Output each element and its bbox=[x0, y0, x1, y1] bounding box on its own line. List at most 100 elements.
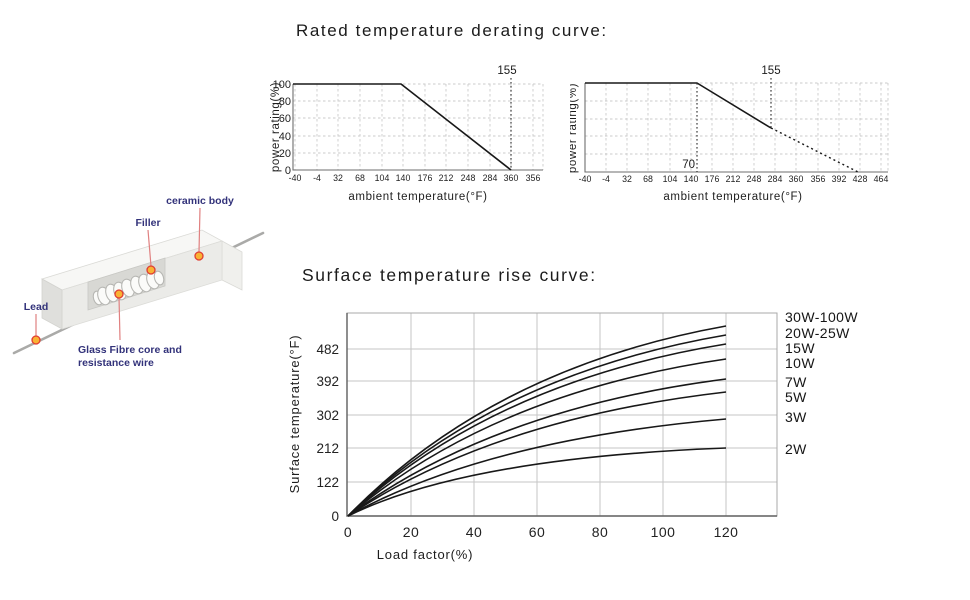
curve-5W bbox=[347, 391, 727, 517]
tick-label: 32 bbox=[622, 174, 632, 184]
tick-label: 392 bbox=[316, 374, 339, 389]
chart3-curves bbox=[347, 325, 727, 517]
tick-label: 0 bbox=[285, 165, 291, 177]
label-core-line2: resistance wire bbox=[78, 357, 154, 369]
tick-label: 80 bbox=[592, 524, 609, 540]
lead-marker bbox=[31, 335, 41, 345]
derating-chart-standard: 155 100 80 60 40 20 0 -40 -4 32 68 104 1… bbox=[270, 65, 544, 203]
curve-20W-25W bbox=[347, 334, 727, 517]
tick-label: 68 bbox=[643, 174, 653, 184]
tick-label: 360 bbox=[789, 174, 804, 184]
label-core-line1: Glass Fibre core and bbox=[78, 344, 182, 356]
tick-label: 40 bbox=[466, 524, 483, 540]
tick-label: -4 bbox=[313, 173, 321, 183]
chart1-axes bbox=[292, 84, 543, 171]
tick-label: 284 bbox=[483, 173, 498, 183]
tick-label: 212 bbox=[726, 174, 741, 184]
series-label: 20W-25W bbox=[785, 325, 850, 341]
chart1-derating-curve bbox=[293, 83, 512, 171]
label-lead: Lead bbox=[24, 301, 49, 313]
chart3-axes bbox=[346, 313, 777, 517]
tick-label: 100 bbox=[651, 524, 676, 540]
tick-label: 248 bbox=[461, 173, 476, 183]
tick-label: 0 bbox=[344, 524, 352, 540]
series-label: 30W-100W bbox=[785, 309, 858, 325]
curve-15W bbox=[347, 343, 727, 517]
chart1-annotation-155: 155 bbox=[497, 65, 516, 77]
tick-label: 302 bbox=[316, 408, 339, 423]
chart3-x-axis-label: Load factor(%) bbox=[377, 547, 473, 562]
chart2-x-ticks: -40 -4 32 68 104 140 176 212 248 284 360… bbox=[579, 174, 889, 184]
surface-section-title: Surface temperature rise curve: bbox=[302, 265, 597, 285]
tick-label: 68 bbox=[355, 173, 365, 183]
tick-label: -40 bbox=[579, 174, 592, 184]
tick-label: 104 bbox=[375, 173, 390, 183]
surface-temperature-chart: 482 392 302 212 122 0 0 20 40 60 80 100 … bbox=[287, 309, 858, 562]
chart2-derating-curve-solid bbox=[585, 82, 772, 129]
tick-label: 100 bbox=[273, 79, 291, 91]
body-right-face bbox=[221, 240, 243, 291]
tick-label: 60 bbox=[279, 113, 291, 125]
tick-label: 20 bbox=[279, 148, 291, 160]
chart2-annotation-70: 70 bbox=[682, 159, 695, 171]
chart2-derating-curve-projected bbox=[770, 127, 859, 173]
tick-label: 40 bbox=[279, 131, 291, 143]
curve-2W bbox=[347, 447, 727, 517]
filler-marker bbox=[146, 265, 156, 275]
tick-label: 20 bbox=[403, 524, 420, 540]
curve-7W bbox=[347, 378, 727, 517]
tick-label: 120 bbox=[714, 524, 739, 540]
tick-label: 428 bbox=[853, 174, 868, 184]
tick-label: 356 bbox=[526, 173, 541, 183]
series-label: 10W bbox=[785, 355, 815, 371]
callout-markers bbox=[31, 251, 204, 345]
body-left-face bbox=[41, 278, 63, 330]
tick-label: 60 bbox=[529, 524, 546, 540]
chart2-annotation-155: 155 bbox=[761, 65, 780, 77]
tick-label: 392 bbox=[832, 174, 847, 184]
curve-10W bbox=[347, 358, 727, 517]
series-label: 7W bbox=[785, 374, 807, 390]
tick-label: 212 bbox=[316, 441, 339, 456]
chart3-series-labels: 30W-100W 20W-25W 15W 10W 7W 5W 3W 2W bbox=[785, 309, 858, 457]
chart3-y-ticks: 482 392 302 212 122 0 bbox=[316, 342, 339, 524]
tick-label: 248 bbox=[747, 174, 762, 184]
chart1-y-ticks: 100 80 60 40 20 0 bbox=[273, 79, 291, 177]
tick-label: -40 bbox=[289, 173, 302, 183]
chart3-y-axis-label: Surface temperature(°F) bbox=[287, 335, 302, 494]
derating-section-title: Rated temperature derating curve: bbox=[296, 21, 608, 40]
chart3-x-ticks: 0 20 40 60 80 100 120 bbox=[344, 524, 739, 540]
series-label: 2W bbox=[785, 441, 807, 457]
label-ceramic-body: ceramic body bbox=[166, 195, 234, 207]
tick-label: 140 bbox=[684, 174, 699, 184]
chart2-grid bbox=[584, 82, 889, 172]
tick-label: 212 bbox=[439, 173, 454, 183]
core-marker bbox=[114, 289, 124, 299]
series-label: 5W bbox=[785, 389, 807, 405]
tick-label: 464 bbox=[874, 174, 889, 184]
chart2-axes bbox=[584, 83, 888, 173]
leader-lines bbox=[35, 207, 201, 341]
tick-label: 176 bbox=[418, 173, 433, 183]
tick-label: 104 bbox=[663, 174, 678, 184]
curve-3W bbox=[347, 418, 727, 517]
ceramic-body-marker bbox=[194, 251, 204, 261]
chart1-y-axis-label: power rating(%) bbox=[270, 82, 282, 172]
tick-label: 122 bbox=[316, 475, 339, 490]
tick-label: 356 bbox=[811, 174, 826, 184]
chart2-x-axis-label: ambient temperature(°F) bbox=[663, 191, 802, 203]
chart1-x-ticks: -40 -4 32 68 104 140 176 212 248 284 360… bbox=[289, 173, 541, 183]
tick-label: 32 bbox=[333, 173, 343, 183]
curve-30W-100W bbox=[347, 325, 727, 517]
derating-chart-extended: 70 155 -40 -4 32 68 104 140 176 212 248 … bbox=[570, 65, 889, 203]
label-filler: Filler bbox=[135, 217, 160, 229]
chart1-grid bbox=[293, 83, 544, 170]
tick-label: 0 bbox=[331, 509, 339, 524]
tick-label: 176 bbox=[705, 174, 720, 184]
resistance-wire-coil bbox=[92, 270, 165, 306]
series-label: 15W bbox=[785, 340, 815, 356]
tick-label: 80 bbox=[279, 96, 291, 108]
chart2-y-axis-label: power rating(%) bbox=[570, 83, 579, 173]
series-label: 3W bbox=[785, 409, 807, 425]
